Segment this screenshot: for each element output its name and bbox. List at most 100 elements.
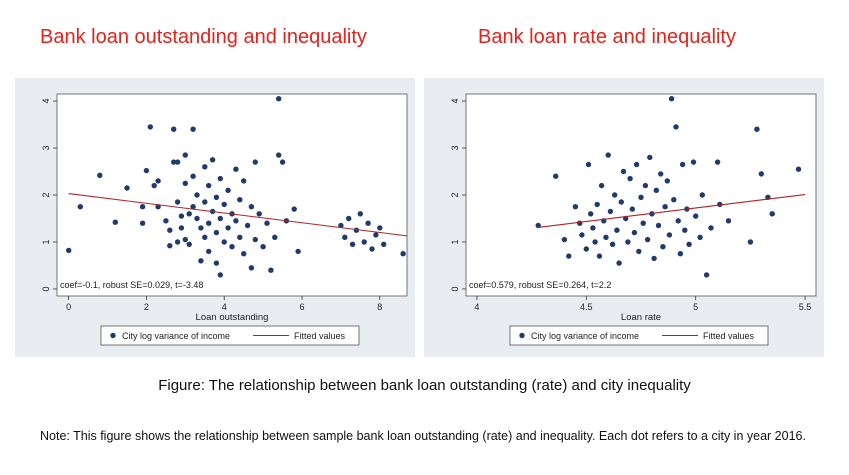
data-point <box>241 178 247 184</box>
regression-annotation: coef=-0.1, robust SE=0.029, t=-3.48 <box>60 280 203 290</box>
data-point <box>653 187 659 193</box>
y-tick-label: 4 <box>41 99 51 104</box>
data-point <box>178 213 185 219</box>
data-point <box>651 255 657 262</box>
legend-label-fitted: Fitted values <box>294 331 346 341</box>
data-point <box>636 248 642 255</box>
data-point <box>714 159 721 165</box>
y-tick-label: 4 <box>450 99 460 104</box>
data-point <box>708 225 714 231</box>
data-point <box>237 234 243 240</box>
data-point <box>241 251 247 257</box>
data-point <box>206 182 212 189</box>
right-chart-heading: Bank loan rate and inequality <box>478 26 736 48</box>
data-point <box>248 265 255 271</box>
y-tick-label: 2 <box>41 192 51 197</box>
fitted-line <box>538 193 806 228</box>
data-point <box>182 236 188 243</box>
data-point <box>272 234 278 240</box>
y-tick-label: 0 <box>41 286 51 291</box>
data-point <box>151 182 157 189</box>
data-point <box>206 248 212 255</box>
data-point <box>291 206 297 212</box>
data-point <box>598 182 605 189</box>
data-point <box>229 244 235 250</box>
figure-caption: Figure: The relationship between bank lo… <box>158 377 691 394</box>
data-point <box>703 272 710 278</box>
data-point <box>174 159 181 165</box>
data-point <box>699 192 705 198</box>
data-point <box>221 239 227 245</box>
data-point <box>361 239 367 245</box>
data-point <box>190 173 196 179</box>
data-point <box>178 225 185 231</box>
data-point <box>268 267 274 273</box>
y-tick-label: 0 <box>450 286 460 291</box>
x-tick-label: 4 <box>222 302 227 312</box>
data-point <box>686 241 692 247</box>
data-point <box>553 173 559 179</box>
data-point <box>644 236 651 243</box>
data-point <box>182 180 188 186</box>
data-point <box>577 220 583 226</box>
data-point <box>627 175 633 182</box>
loan-rate-scatter-chart: 0 1 2 3 4 4 4.5 5 5.5 Loan rate coef=0.579, robust… <box>450 93 817 346</box>
data-point <box>349 241 356 247</box>
data-point <box>629 206 635 212</box>
data-point <box>174 239 181 245</box>
data-point <box>572 204 579 210</box>
loan-outstanding-scatter-chart: 0 1 2 3 4 0 2 4 6 8 Loan outstanding coef=-0.1, rob… <box>41 93 408 346</box>
data-point <box>346 215 352 222</box>
data-point <box>97 172 103 178</box>
data-point <box>660 244 666 250</box>
data-point <box>279 159 286 165</box>
data-point <box>795 166 802 172</box>
data-point <box>369 246 375 252</box>
data-point <box>182 152 188 158</box>
x-axis-label: Loan outstanding <box>196 312 269 323</box>
data-point <box>579 232 585 238</box>
data-point <box>252 236 258 243</box>
data-point <box>679 161 686 168</box>
data-point <box>381 241 387 247</box>
data-point <box>143 167 150 174</box>
data-point <box>171 159 177 165</box>
data-point <box>671 197 677 203</box>
data-point <box>194 215 200 222</box>
data-point <box>139 204 146 210</box>
legend-dot-marker <box>110 332 116 339</box>
data-point <box>357 211 363 217</box>
data-point <box>675 218 681 224</box>
y-tick-label: 1 <box>450 239 460 244</box>
data-point <box>631 229 638 236</box>
data-point <box>174 199 181 205</box>
data-point <box>747 239 754 245</box>
data-point <box>697 234 703 240</box>
left-chart-heading: Bank loan outstanding and inequality <box>40 26 367 48</box>
loan-rate-chart-panel: 0 1 2 3 4 4 4.5 5 5.5 Loan rate coef=0.579, robust… <box>424 78 824 357</box>
x-tick-label: 2 <box>144 302 149 312</box>
data-point <box>658 171 664 177</box>
data-point <box>190 126 196 132</box>
data-point <box>233 218 239 224</box>
data-point <box>596 253 603 259</box>
data-point <box>561 236 568 243</box>
data-point <box>171 126 177 132</box>
data-point <box>625 239 631 245</box>
loan-outstanding-chart-panel: 0 1 2 3 4 0 2 4 6 8 Loan outstanding coef=-0.1, rob… <box>15 78 415 357</box>
data-point <box>754 126 760 132</box>
data-point <box>124 185 130 191</box>
data-point <box>202 234 208 240</box>
data-point <box>225 187 231 193</box>
fitted-line <box>68 193 408 237</box>
x-tick-label: 0 <box>66 302 71 312</box>
data-point <box>662 204 668 210</box>
data-point <box>647 154 653 161</box>
data-point <box>607 208 614 215</box>
data-point <box>217 215 223 222</box>
data-point <box>616 260 622 266</box>
regression-annotation: coef=0.579, robust SE=0.264, t=2.2 <box>469 280 611 290</box>
legend-box <box>100 325 360 346</box>
data-point <box>163 218 169 224</box>
data-point <box>603 234 609 240</box>
